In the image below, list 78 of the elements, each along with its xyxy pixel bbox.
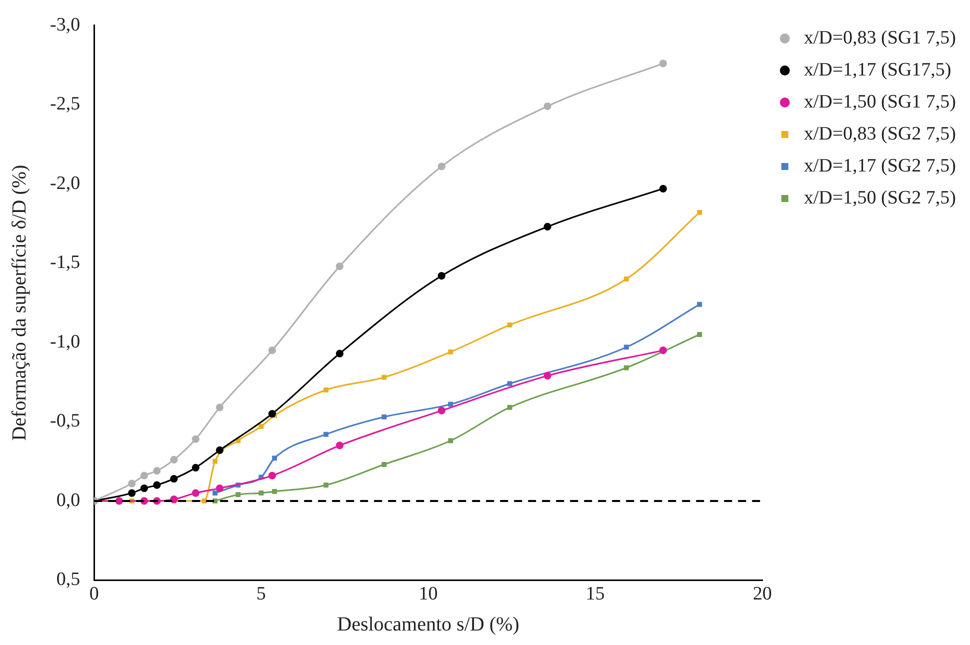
point — [192, 464, 200, 472]
point — [258, 490, 264, 496]
y-tick-label: 0,5 — [56, 569, 80, 590]
point — [128, 489, 136, 497]
legend-label: x/D=1,50 (SG2 7,5) — [804, 187, 956, 208]
point — [448, 438, 454, 444]
point — [382, 414, 387, 420]
point — [170, 456, 178, 464]
x-tick-label: 0 — [89, 584, 99, 605]
point — [153, 481, 161, 489]
x-axis-title: Deslocamento s/D (%) — [337, 613, 520, 636]
point — [544, 372, 552, 380]
point — [448, 402, 454, 407]
point — [507, 381, 512, 386]
point — [659, 184, 667, 192]
point — [212, 458, 218, 464]
point — [624, 344, 629, 350]
point — [624, 276, 629, 282]
point — [336, 262, 344, 270]
point — [336, 350, 344, 358]
y-tick-label: -3,0 — [50, 14, 80, 36]
point — [659, 346, 667, 354]
y-tick-label: -2,0 — [50, 172, 80, 194]
point — [272, 456, 277, 461]
point — [323, 432, 328, 437]
point — [697, 332, 702, 337]
point — [192, 435, 200, 443]
point — [507, 322, 512, 328]
point — [268, 346, 276, 354]
point — [697, 302, 702, 307]
y-tick-label: -0,5 — [50, 410, 80, 432]
point — [544, 102, 552, 110]
point — [170, 474, 178, 483]
point — [192, 489, 200, 497]
point — [544, 222, 552, 231]
y-tick-label: -1,5 — [50, 252, 80, 274]
point — [438, 272, 446, 280]
point — [438, 406, 446, 414]
point — [128, 480, 136, 488]
point — [438, 162, 446, 170]
point — [323, 482, 328, 488]
point — [268, 410, 276, 418]
point — [202, 498, 207, 504]
legend-label: x/D=0,83 (SG2 7,5) — [804, 123, 956, 144]
point — [659, 60, 667, 68]
point — [382, 462, 387, 467]
point — [382, 374, 387, 380]
point — [115, 497, 123, 505]
y-tick-label: -2,5 — [50, 94, 80, 115]
point — [336, 442, 344, 450]
point — [212, 490, 218, 496]
point — [216, 446, 224, 454]
legend-label: x/D=1,50 (SG1 7,5) — [804, 91, 956, 112]
point — [236, 492, 241, 498]
point — [624, 365, 629, 370]
point — [272, 488, 277, 494]
point — [170, 496, 178, 504]
point — [216, 404, 224, 412]
y-tick-label: 0,0 — [56, 490, 80, 511]
point — [258, 424, 264, 429]
point — [216, 484, 224, 492]
x-tick-label: 15 — [586, 584, 605, 605]
legend-label: x/D=1,17 (SG2 7,5) — [804, 155, 956, 176]
point — [268, 472, 276, 480]
point — [140, 484, 148, 492]
x-tick-label: 10 — [418, 584, 438, 605]
x-tick-label: 5 — [256, 584, 266, 605]
x-tick-label: 20 — [752, 584, 772, 605]
legend-label: x/D=1,17 (SG17,5) — [804, 59, 952, 80]
legend-label: x/D=0,83 (SG1 7,5) — [804, 27, 956, 48]
point — [323, 388, 328, 392]
point — [140, 472, 148, 480]
y-axis-title: Deformação da superfície δ/D (%) — [8, 164, 30, 441]
point — [697, 210, 702, 215]
point — [153, 467, 161, 475]
y-tick-label: -1,0 — [50, 331, 80, 352]
point — [448, 349, 454, 354]
point — [507, 404, 512, 410]
